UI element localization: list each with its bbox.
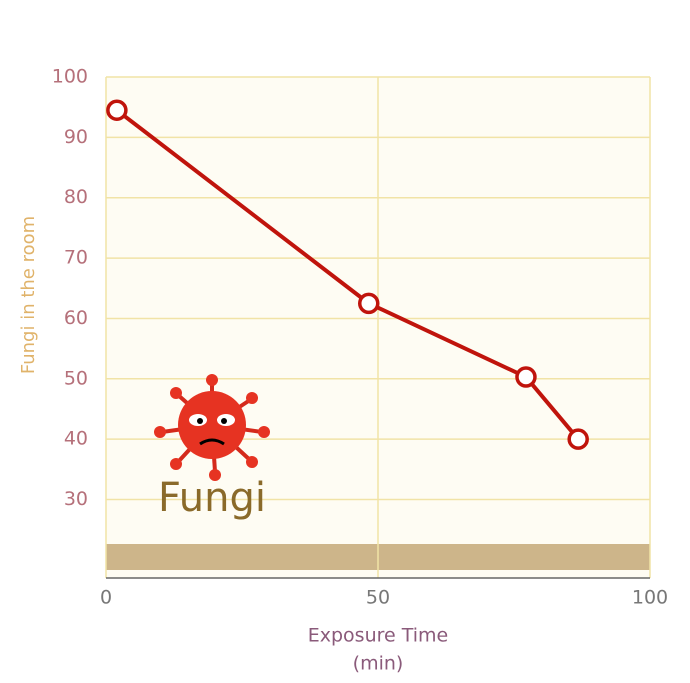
x-tick-label: 100 [632,587,668,609]
y-axis-label: Fungi in the room [18,216,39,374]
y-tick-label: 80 [64,186,88,208]
x-axis-label: Exposure Time [308,625,449,647]
y-tick-label: 50 [64,367,88,389]
y-tick-label: 30 [64,488,88,510]
y-tick-label: 90 [64,126,88,148]
data-point [358,292,380,315]
series-line [115,108,580,441]
y-tick-label: 40 [64,428,88,450]
x-tick-label: 0 [100,587,112,609]
data-point [106,99,128,121]
grid [105,76,651,578]
y-tick-label: 100 [52,66,88,88]
data-point [515,366,537,388]
data-point [567,428,589,450]
y-tick-label: 60 [64,307,88,329]
annotation: Fungi [158,475,266,521]
y-tick-label: 70 [64,247,88,269]
x-tick-label: 50 [366,587,390,609]
x-axis-unit: (min) [353,653,404,675]
virus-icon [154,374,270,481]
